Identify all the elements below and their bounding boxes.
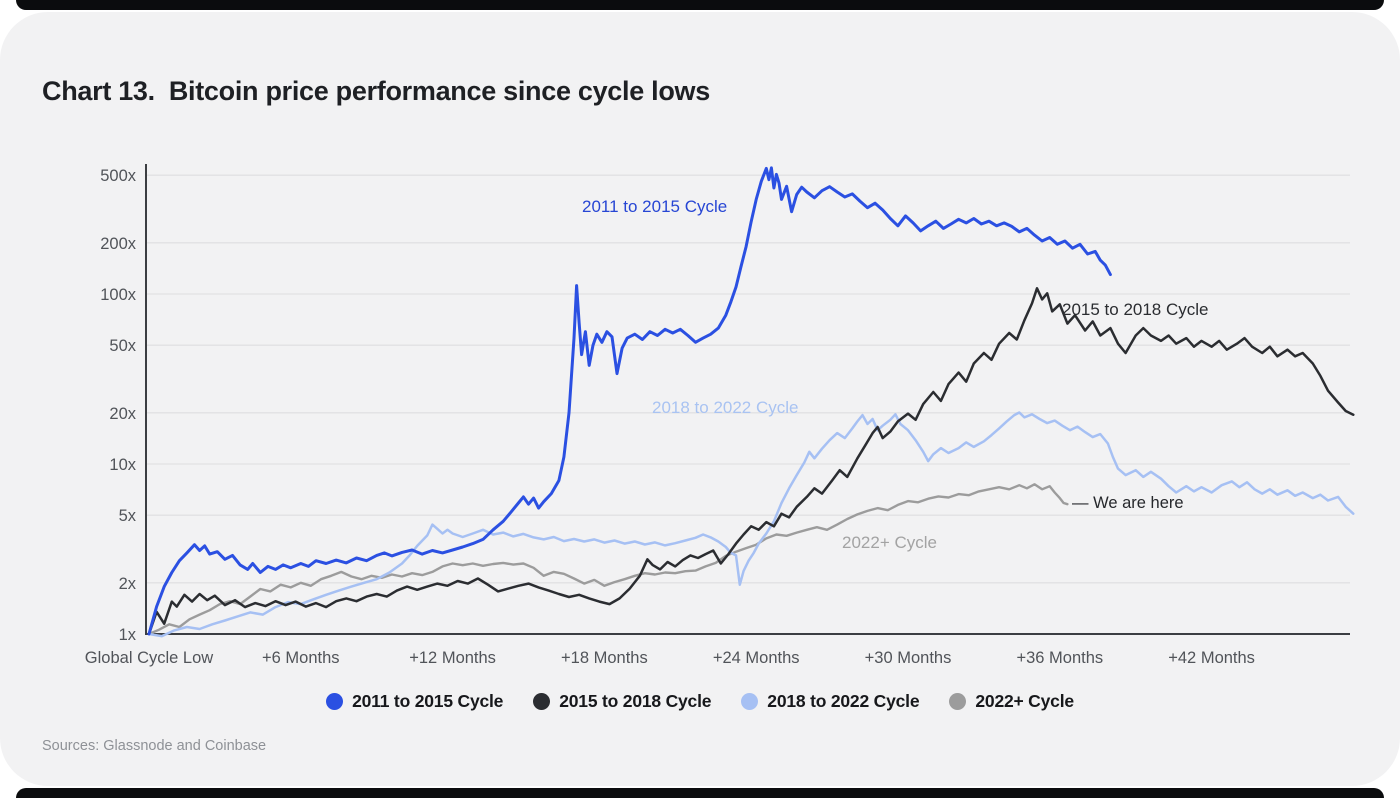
y-tick-label: 2x (119, 575, 137, 593)
series-line-2015 to 2018 Cycle (147, 287, 1355, 636)
price-chart: 1x 2x 5x 10x 20x 50x 100x 200x 500x Global Cycle … (0, 12, 1400, 798)
sources-note: Sources: Glassnode and Coinbase (42, 738, 267, 754)
legend-dot-gray-icon (949, 693, 967, 710)
legend-dot-lightblue-icon (741, 693, 759, 710)
y-tick-label: 200x (100, 235, 137, 253)
chart-legend: 2011 to 2015 Cycle 2015 to 2018 Cycle 20… (0, 691, 1400, 712)
page-title: Chart 13. Bitcoin price performance sinc… (42, 76, 710, 107)
x-tick-label: +42 Months (1168, 649, 1255, 667)
legend-item-2015-2018: 2015 to 2018 Cycle (533, 691, 711, 712)
legend-item-2018-2022: 2018 to 2022 Cycle (741, 691, 920, 712)
y-tick-label: 50x (109, 337, 136, 355)
y-tick-label: 500x (100, 167, 137, 185)
y-tick-label: 10x (109, 456, 136, 474)
legend-item-2011-2015: 2011 to 2015 Cycle (326, 691, 503, 712)
legend-label: 2015 to 2018 Cycle (559, 691, 712, 711)
legend-label: 2011 to 2015 Cycle (352, 691, 504, 711)
series-line-2022+ Cycle (147, 483, 1069, 636)
chart-number-label: Chart 13. (42, 76, 155, 106)
y-tick-label: 1x (119, 626, 137, 644)
series-label-2018-2022: 2018 to 2022 Cycle (652, 398, 799, 417)
legend-label: 2018 to 2022 Cycle (767, 691, 920, 711)
series-line-2011 to 2015 Cycle (147, 166, 1112, 636)
y-tick-label: 5x (119, 507, 137, 525)
series-line-2018 to 2022 Cycle (147, 411, 1355, 638)
x-tick-label: Global Cycle Low (85, 649, 213, 667)
x-tick-label: +24 Months (713, 649, 800, 667)
we-are-here-annotation: — We are here (1072, 494, 1184, 512)
axis-lines (145, 164, 1350, 635)
x-tick-label: +18 Months (561, 649, 648, 667)
legend-label: 2022+ Cycle (975, 691, 1074, 711)
y-tick-label: 100x (100, 286, 137, 304)
y-tick-label: 20x (109, 405, 136, 423)
series-label-2015-2018: 2015 to 2018 Cycle (1062, 300, 1209, 319)
chart-card: Chart 13. Bitcoin price performance sinc… (0, 12, 1400, 786)
adjacent-slide-edge-top (16, 0, 1384, 10)
x-tick-label: +36 Months (1016, 649, 1103, 667)
legend-item-2022plus: 2022+ Cycle (949, 691, 1074, 712)
x-tick-label: +6 Months (262, 649, 340, 667)
x-tick-label: +12 Months (409, 649, 496, 667)
series-label-2011-2015: 2011 to 2015 Cycle (582, 197, 728, 216)
chart-canvas: 1x 2x 5x 10x 20x 50x 100x 200x 500x Global Cycle … (85, 164, 1355, 667)
x-tick-label: +30 Months (865, 649, 952, 667)
chart-title-text: Bitcoin price performance since cycle lo… (168, 76, 710, 106)
series-label-2022plus: 2022+ Cycle (842, 533, 937, 552)
adjacent-slide-edge-bottom (16, 788, 1384, 798)
legend-dot-black-icon (533, 693, 551, 710)
legend-dot-blue-icon (326, 693, 344, 710)
